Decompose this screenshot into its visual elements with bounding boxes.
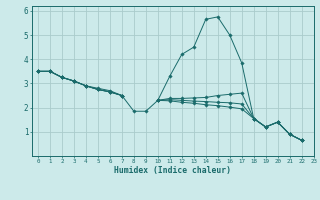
- X-axis label: Humidex (Indice chaleur): Humidex (Indice chaleur): [114, 166, 231, 175]
